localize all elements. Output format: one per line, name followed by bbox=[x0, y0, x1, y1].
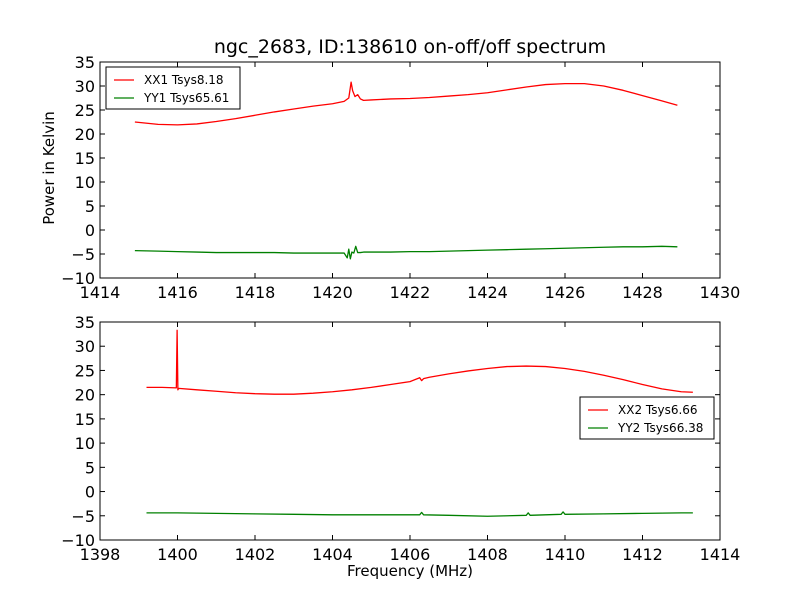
y-tick-label: −5 bbox=[71, 245, 95, 264]
chart-title: ngc_2683, ID:138610 on-off/off spectrum bbox=[214, 36, 606, 58]
y-tick-label: 0 bbox=[85, 483, 95, 502]
x-tick-label: 1408 bbox=[467, 545, 508, 564]
legend-2: XX2 Tsys6.66 YY2 Tsys66.38 bbox=[579, 396, 715, 440]
y-tick-label: 15 bbox=[75, 149, 95, 168]
y-tick-label: 35 bbox=[75, 53, 95, 72]
legend-entry: YY1 Tsys65.61 bbox=[143, 91, 229, 105]
x-tick-label: 1420 bbox=[312, 283, 353, 302]
series-line-1-2 bbox=[134, 245, 678, 260]
legend-entry: YY2 Tsys66.38 bbox=[617, 421, 703, 435]
y-tick-label: 10 bbox=[75, 434, 95, 453]
x-tick-label: 1412 bbox=[622, 545, 663, 564]
x-tick-label: 1400 bbox=[157, 545, 198, 564]
series-line-2-2 bbox=[146, 511, 693, 517]
x-tick-label: 1422 bbox=[390, 283, 431, 302]
y-axis-label: Power in Kelvin bbox=[40, 111, 58, 225]
y-tick-label: −10 bbox=[61, 269, 95, 288]
x-tick-label: 1416 bbox=[157, 283, 198, 302]
legend-entry: XX1 Tsys8.18 bbox=[144, 73, 224, 87]
legend-box bbox=[579, 396, 715, 440]
x-tick-label: 1414 bbox=[80, 283, 121, 302]
x-tick-label: 1426 bbox=[545, 283, 586, 302]
series-line-1-1 bbox=[134, 81, 678, 126]
x-tick-label: 1428 bbox=[622, 283, 663, 302]
panel-2: 1398 1400 1402 1404 1406 1408 1410 1412 1414 −10 −… bbox=[61, 313, 740, 564]
y-tick-label: 25 bbox=[75, 361, 95, 380]
y-tick-label: 10 bbox=[75, 173, 95, 192]
x-tick-label: 1418 bbox=[235, 283, 276, 302]
y-tick-label: 30 bbox=[75, 337, 95, 356]
legend-1: XX1 Tsys8.18 YY1 Tsys65.61 bbox=[105, 66, 241, 110]
legend-box bbox=[105, 66, 241, 110]
legend-entry: XX2 Tsys6.66 bbox=[618, 403, 698, 417]
x-tick-label: 1398 bbox=[80, 545, 121, 564]
y-tick-label: 30 bbox=[75, 77, 95, 96]
series-line-2-1 bbox=[146, 329, 693, 395]
y-tick-label: 0 bbox=[85, 221, 95, 240]
x-tick-label: 1410 bbox=[545, 545, 586, 564]
x-tick-label: 1414 bbox=[700, 545, 741, 564]
y-tick-label: 20 bbox=[75, 125, 95, 144]
x-tick-label: 1430 bbox=[700, 283, 741, 302]
x-tick-label: 1406 bbox=[390, 545, 431, 564]
y-tick-label: 5 bbox=[85, 458, 95, 477]
y-tick-label: −5 bbox=[71, 507, 95, 526]
y-tick-label: 25 bbox=[75, 101, 95, 120]
y-tick-label: 20 bbox=[75, 386, 95, 405]
x-tick-label: 1402 bbox=[235, 545, 276, 564]
y-tick-label: −10 bbox=[61, 531, 95, 550]
x-tick-label: 1424 bbox=[467, 283, 508, 302]
x-axis-label: Frequency (MHz) bbox=[347, 562, 473, 580]
y-tick-label: 35 bbox=[75, 313, 95, 332]
y-tick-label: 15 bbox=[75, 410, 95, 429]
panel-1: 1414 1416 1418 1420 1422 1424 1426 1428 1430 −10 −… bbox=[61, 53, 740, 302]
x-tick-label: 1404 bbox=[312, 545, 353, 564]
y-tick-label: 5 bbox=[85, 197, 95, 216]
